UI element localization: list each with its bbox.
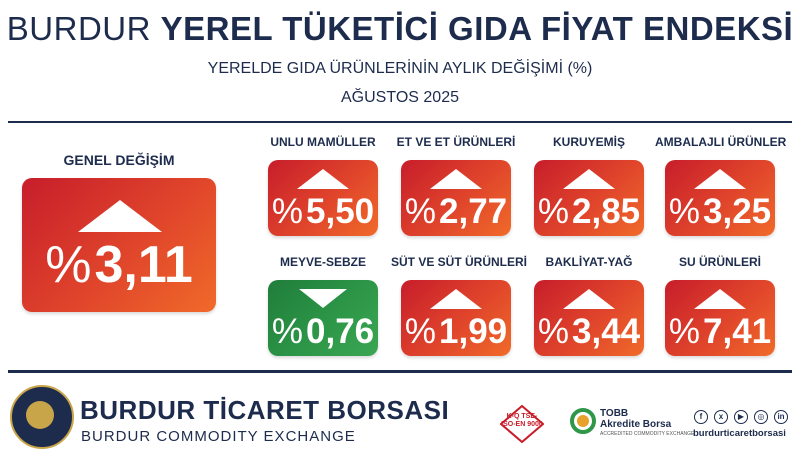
category-value: 5,50 bbox=[306, 192, 375, 231]
general-card: %3,11 bbox=[22, 178, 216, 312]
tobb-accredited-en-text: ACCREDITED COMMODITY EXCHANGE bbox=[600, 431, 695, 437]
instagram-icon[interactable]: ◎ bbox=[754, 410, 768, 424]
period: AĞUSTOS 2025 bbox=[341, 89, 459, 106]
title-light: BURDUR bbox=[6, 10, 151, 47]
percent-sign: % bbox=[271, 192, 303, 231]
percent-sign: % bbox=[271, 312, 303, 351]
percent-sign: % bbox=[537, 312, 569, 351]
percent-sign: % bbox=[404, 312, 436, 351]
borsa-seal-emblem bbox=[26, 401, 54, 429]
up-arrow-icon bbox=[694, 169, 746, 189]
percent-sign: % bbox=[404, 192, 436, 231]
category-card: %7,41 bbox=[665, 280, 775, 356]
category-card: %3,44 bbox=[534, 280, 644, 356]
up-arrow-icon bbox=[694, 289, 746, 309]
general-label: GENEL DEĞİŞİM bbox=[63, 152, 175, 168]
up-arrow-icon bbox=[563, 289, 615, 309]
percent-sign: % bbox=[537, 192, 569, 231]
category-label: SU ÜRÜNLERİ bbox=[678, 255, 761, 269]
up-arrow-icon bbox=[78, 200, 162, 232]
category-card: %1,99 bbox=[401, 280, 511, 356]
category-value: 3,44 bbox=[572, 312, 641, 351]
tobb-text: TOBB bbox=[600, 408, 629, 419]
category-label: AMBALAJLI ÜRÜNLER bbox=[655, 135, 787, 149]
up-arrow-icon bbox=[430, 289, 482, 309]
page-title: BURDUR YEREL TÜKETİCİ GIDA FİYAT ENDEKSİ bbox=[0, 10, 800, 48]
youtube-icon[interactable]: ▶ bbox=[734, 410, 748, 424]
category-value: 2,77 bbox=[439, 192, 508, 231]
down-arrow-icon bbox=[299, 289, 347, 308]
up-arrow-icon bbox=[430, 169, 482, 189]
category-card: %0,76 bbox=[268, 280, 378, 356]
kq-certification-logo bbox=[500, 405, 544, 443]
up-arrow-icon bbox=[297, 169, 349, 189]
percent-sign: % bbox=[45, 236, 92, 294]
up-arrow-icon bbox=[563, 169, 615, 189]
category-label: BAKLİYAT-YAĞ bbox=[545, 255, 633, 269]
category-label: KURUYEMİŞ bbox=[552, 135, 625, 149]
social-handle[interactable]: burdurticaretborsasi bbox=[693, 428, 786, 439]
category-card: %3,25 bbox=[665, 160, 775, 236]
category-card: %2,85 bbox=[534, 160, 644, 236]
title-bold: YEREL TÜKETİCİ GIDA FİYAT ENDEKSİ bbox=[160, 10, 794, 47]
category-value: 3,25 bbox=[703, 192, 772, 231]
category-card: %2,77 bbox=[401, 160, 511, 236]
brand-name: BURDUR TİCARET BORSASI bbox=[80, 395, 450, 425]
category-value: 1,99 bbox=[439, 312, 508, 351]
tobb-logo-dot bbox=[577, 415, 589, 427]
bottom-divider bbox=[8, 370, 792, 373]
percent-sign: % bbox=[668, 312, 700, 351]
tobb-accredited-text: Akredite Borsa bbox=[600, 419, 672, 430]
top-divider bbox=[8, 121, 792, 123]
category-value: 2,85 bbox=[572, 192, 641, 231]
category-label: MEYVE-SEBZE bbox=[279, 255, 366, 269]
brand-name-en: BURDUR COMMODITY EXCHANGE bbox=[81, 428, 356, 445]
category-label: UNLU MAMÜLLER bbox=[270, 135, 376, 149]
kq-text: K-Q TSE-ISO-EN 9000 bbox=[501, 413, 543, 428]
category-label: SÜT VE SÜT ÜRÜNLERİ bbox=[391, 255, 528, 269]
x-icon[interactable]: x bbox=[714, 410, 728, 424]
subtitle: YERELDE GIDA ÜRÜNLERİNİN AYLIK DEĞİŞİMİ … bbox=[207, 60, 593, 77]
category-value: 0,76 bbox=[306, 312, 375, 351]
borsa-seal-logo bbox=[10, 385, 74, 449]
category-label: ET VE ET ÜRÜNLERİ bbox=[396, 135, 516, 149]
linkedin-icon[interactable]: in bbox=[774, 410, 788, 424]
category-card: %5,50 bbox=[268, 160, 378, 236]
tobb-logo bbox=[570, 408, 596, 434]
percent-sign: % bbox=[668, 192, 700, 231]
category-value: 7,41 bbox=[703, 312, 772, 351]
facebook-icon[interactable]: f bbox=[694, 410, 708, 424]
general-value-row: %3,11 bbox=[22, 235, 216, 295]
general-value: 3,11 bbox=[94, 236, 193, 294]
